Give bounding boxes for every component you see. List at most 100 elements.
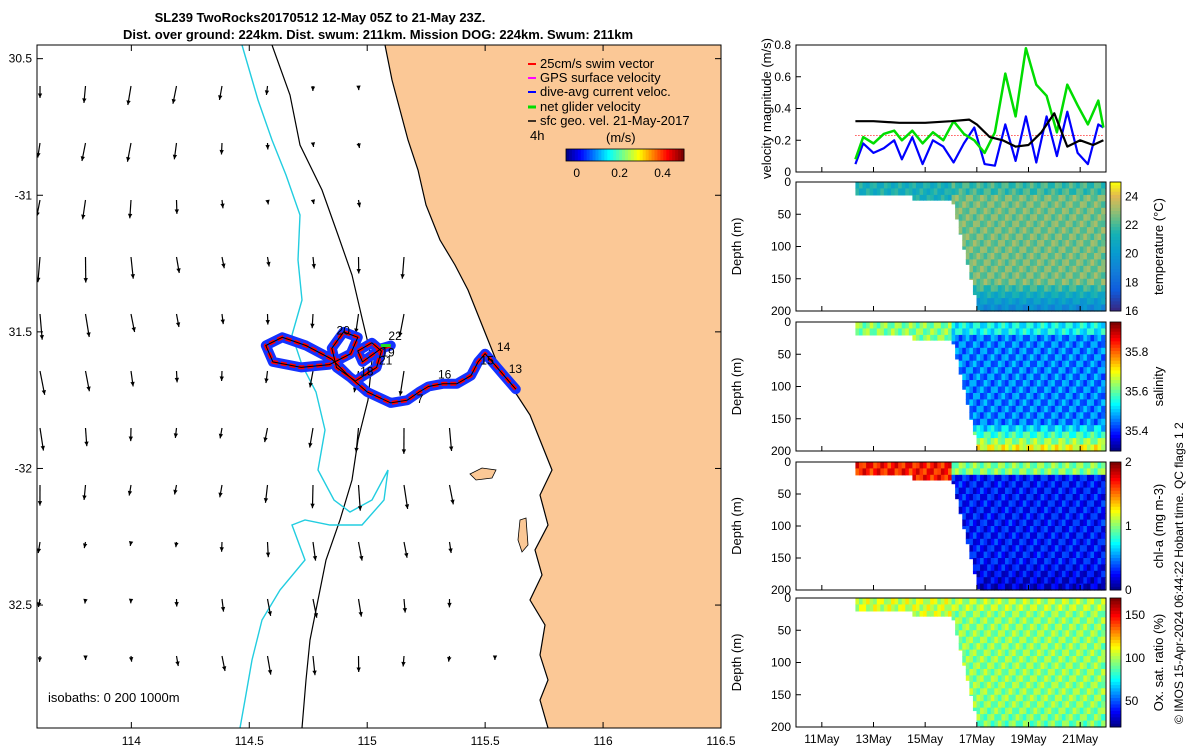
chl-a-cell (962, 462, 967, 469)
oxygen-colorbar-cell (1110, 694, 1121, 699)
chl-a-cell (1076, 583, 1081, 591)
oxygen-cell (958, 623, 963, 631)
temperature-cell (1079, 285, 1084, 293)
oxygen-cell (1079, 604, 1084, 612)
chl-a-cell (1101, 494, 1106, 501)
oxygen-cell (1012, 668, 1017, 676)
salinity-cell (1065, 386, 1070, 394)
salinity-cell (1083, 322, 1088, 330)
salinity-cell (1044, 322, 1049, 330)
colorbar-cell (630, 149, 635, 161)
salinity-cell (958, 367, 963, 375)
temperature-cell (1044, 233, 1049, 241)
oxygen-cell (994, 707, 999, 715)
salinity-cell (1022, 425, 1027, 433)
temperature-cell (972, 285, 978, 293)
temperature-cell (1086, 201, 1092, 209)
salinity-cell (1022, 373, 1027, 381)
oxygen-colorbar-cell (1110, 630, 1121, 634)
salinity-cell (1097, 322, 1102, 330)
colorbar-cell (666, 149, 670, 161)
salinity-cell (1054, 360, 1060, 368)
salinity-cell (1019, 438, 1024, 446)
oxygen-cell (976, 675, 981, 683)
oxygen-cell (1008, 656, 1013, 664)
chl-a-cell (930, 474, 935, 481)
chl-a-cell (997, 564, 1003, 572)
salinity-cell (923, 322, 928, 330)
garden-island (517, 517, 529, 553)
chl-a-cell (994, 481, 999, 489)
temperature-cell (1033, 214, 1038, 222)
temperature-cell (919, 188, 924, 196)
salinity-cell (1008, 425, 1013, 433)
oxygen-cell (1019, 720, 1024, 728)
chl-a-cell (990, 577, 995, 585)
oxygen-colorbar-cell (1110, 714, 1121, 718)
chl-a-cell (1086, 577, 1092, 585)
chl-a-cell (965, 526, 970, 533)
salinity-cell (1001, 392, 1006, 400)
oxygen-cell (1008, 630, 1013, 638)
chl-a-cell (880, 468, 885, 476)
temperature-cell (1079, 214, 1084, 222)
oxygen-cell (997, 675, 1003, 683)
chl-a-cell (948, 474, 953, 481)
chl-a-cell (955, 468, 960, 476)
temperature-colorbar-cell (1110, 278, 1121, 283)
chl-a-cell (1012, 494, 1017, 501)
oxygen-cell (1086, 681, 1092, 689)
geo-velocity-arrowhead (447, 656, 452, 662)
oxygen-cell (1069, 714, 1074, 722)
oxygen-cell (858, 604, 864, 612)
oxygen-cell (1086, 598, 1092, 606)
chl-a-cell (1061, 545, 1067, 553)
oxygen-cell (891, 604, 896, 612)
temperature-cell (1047, 285, 1052, 293)
chl-a-cell (1004, 564, 1010, 572)
salinity-cell (1033, 373, 1038, 381)
oxygen-cell (1044, 688, 1049, 696)
chl-a-cell (1065, 500, 1070, 508)
salinity-cell (1047, 438, 1052, 446)
temperature-cell (1022, 240, 1027, 248)
salinity-cell (1069, 438, 1074, 446)
chl-a-cell (980, 564, 985, 572)
temperature-cell (962, 227, 967, 235)
temperature-cell (1015, 233, 1020, 241)
salinity-cell (972, 418, 978, 426)
temperature-cell (930, 182, 935, 190)
chl-a-cell (1076, 551, 1081, 559)
oxygen-cell (969, 598, 974, 606)
colorbar-cell (610, 149, 614, 161)
temperature-cell (1101, 227, 1106, 235)
oxygen-cell (972, 617, 978, 625)
chl-a-cell (1101, 506, 1106, 514)
salinity-cell (1022, 418, 1027, 426)
chl-a-cell (972, 564, 978, 572)
chl-a-cell (1029, 474, 1035, 482)
chl-a-cell (919, 462, 924, 469)
oxygen-cell (1026, 675, 1031, 683)
oxygen-cell (990, 707, 995, 715)
oxygen-cell (876, 604, 881, 612)
salinity-cell (1086, 322, 1092, 330)
chl-a-cell (962, 487, 967, 495)
chl-a-cell (912, 462, 917, 469)
salinity-cell (915, 334, 921, 341)
salinity-cell (1097, 347, 1102, 355)
temperature-cell (1047, 246, 1052, 254)
temperature-cell (1004, 291, 1010, 299)
temperature-cell (1019, 265, 1024, 273)
temperature-cell (1069, 201, 1074, 209)
chl-a-cell (1026, 519, 1031, 527)
salinity-cell (955, 354, 960, 360)
oxygen-cell (997, 649, 1003, 657)
oxygen-cell (1029, 668, 1035, 676)
colorbar-cell (607, 149, 611, 161)
temperature-cell (965, 220, 970, 228)
salinity-cell (1004, 334, 1010, 342)
oxygen-cell (983, 668, 988, 676)
oxygen-cell (1022, 617, 1027, 625)
